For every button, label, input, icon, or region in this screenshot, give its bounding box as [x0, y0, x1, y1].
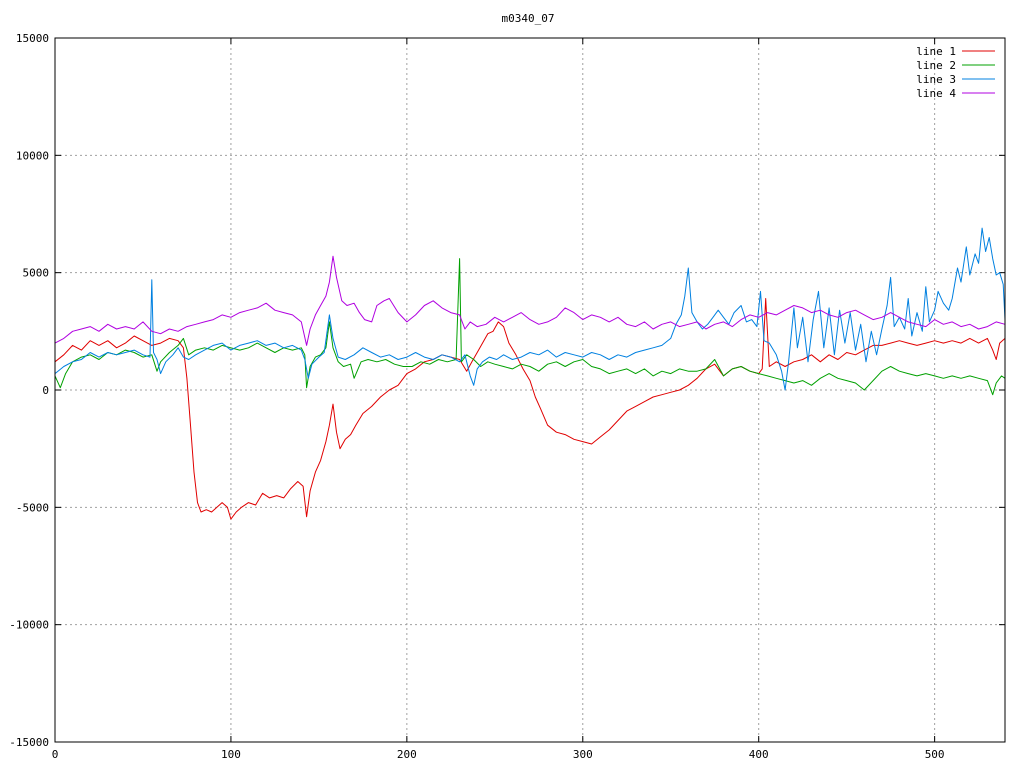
series-line-1	[54, 298, 1006, 520]
y-tick-label: 5000	[23, 267, 50, 280]
y-tick-label: -15000	[9, 736, 49, 749]
series-line-2	[54, 258, 1006, 396]
y-tick-label: -5000	[16, 501, 49, 514]
y-axis-ticks: -15000 -10000 -5000 0 5000 10000 15000	[9, 32, 1005, 749]
series-line-3	[54, 227, 1006, 391]
x-tick-label: 300	[573, 748, 593, 761]
legend-label: line 3	[916, 73, 956, 86]
y-tick-label: 15000	[16, 32, 49, 45]
plot-frame	[54, 37, 1006, 743]
series-line-4	[54, 255, 1006, 346]
y-tick-label: 10000	[16, 149, 49, 162]
chart-title: m0340_07	[502, 12, 555, 25]
x-axis-ticks: 0 100 200 300 400 500	[52, 38, 945, 761]
x-tick-label: 200	[397, 748, 417, 761]
x-tick-label: 0	[52, 748, 59, 761]
x-tick-label: 400	[749, 748, 769, 761]
y-tick-label: -10000	[9, 619, 49, 632]
legend-label: line 2	[916, 59, 956, 72]
x-tick-label: 100	[221, 748, 241, 761]
legend-label: line 1	[916, 45, 956, 58]
x-tick-label: 500	[925, 748, 945, 761]
series-lines	[54, 227, 1006, 520]
y-tick-label: 0	[42, 384, 49, 397]
legend-label: line 4	[916, 87, 956, 100]
grid	[55, 38, 1005, 742]
